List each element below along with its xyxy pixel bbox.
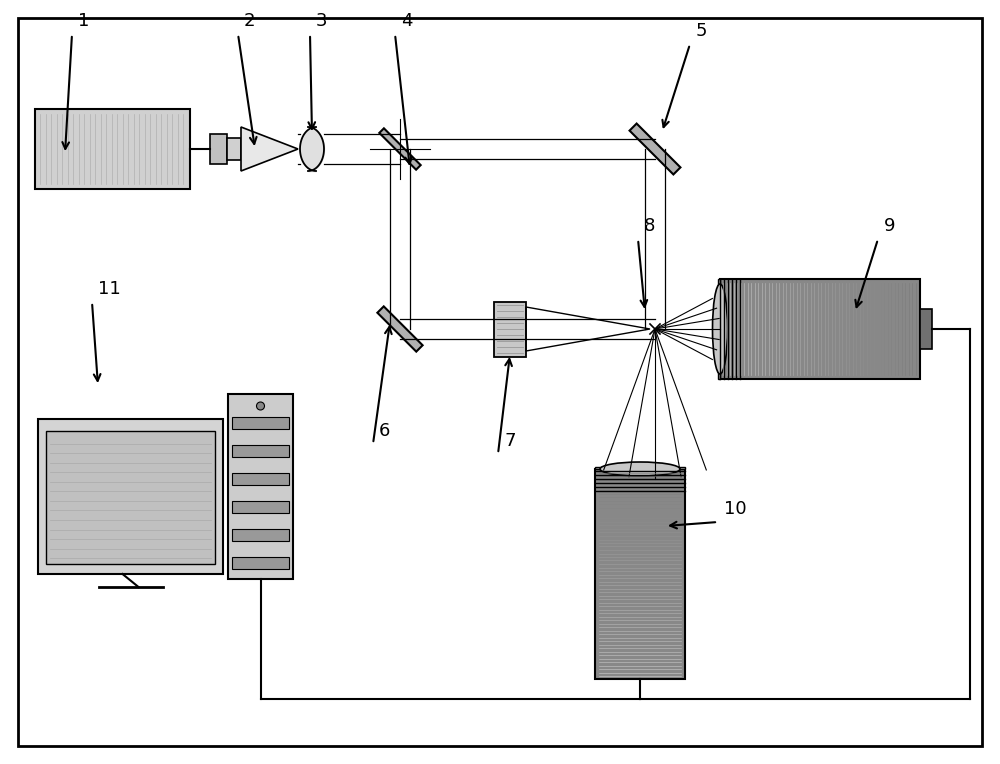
Text: 5: 5 — [696, 22, 708, 40]
Bar — [46, 431, 215, 564]
Polygon shape — [379, 128, 421, 170]
Bar — [232, 473, 289, 485]
Ellipse shape — [600, 462, 680, 476]
Text: 10: 10 — [724, 500, 747, 518]
Bar — [595, 467, 685, 469]
Text: 8: 8 — [644, 217, 655, 235]
Bar — [494, 302, 526, 357]
Text: 1: 1 — [78, 12, 89, 30]
Text: 4: 4 — [401, 12, 413, 30]
Bar — [595, 469, 685, 679]
Text: 2: 2 — [244, 12, 256, 30]
Polygon shape — [630, 124, 680, 174]
Bar — [210, 134, 227, 164]
Text: 9: 9 — [884, 217, 896, 235]
Ellipse shape — [712, 284, 728, 374]
Bar — [227, 138, 241, 160]
Bar — [228, 394, 293, 579]
Text: 3: 3 — [316, 12, 328, 30]
Bar — [35, 109, 190, 189]
Text: 6: 6 — [379, 422, 390, 440]
Bar — [718, 279, 720, 379]
Bar — [232, 445, 289, 457]
Bar — [232, 417, 289, 429]
Bar — [38, 419, 223, 574]
Bar — [232, 529, 289, 541]
Bar — [232, 501, 289, 513]
Text: 7: 7 — [504, 432, 516, 450]
Polygon shape — [377, 306, 423, 351]
Bar — [720, 279, 920, 379]
Polygon shape — [241, 127, 298, 171]
Circle shape — [257, 402, 265, 410]
Text: 11: 11 — [98, 280, 121, 298]
Bar — [232, 557, 289, 569]
Bar — [920, 309, 932, 349]
